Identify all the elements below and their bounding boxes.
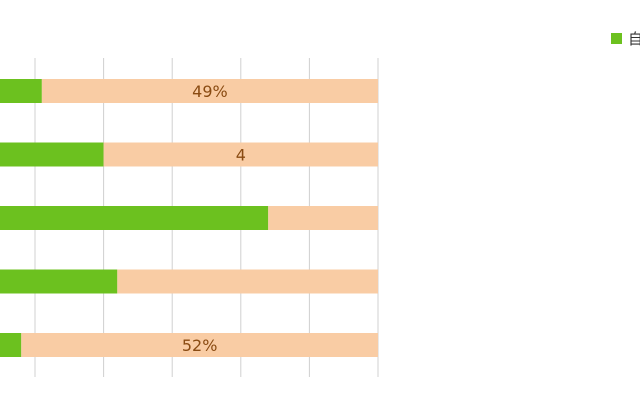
bars [0, 79, 379, 357]
legend-swatch [611, 33, 622, 44]
data-label: 4 [236, 146, 246, 165]
bar-segment-series-1 [0, 142, 104, 167]
data-labels: 51%49%60%484%62%48%52% [182, 82, 246, 355]
bar-segment-series-2 [117, 269, 378, 294]
bar-segment-series-1 [0, 206, 269, 230]
bar-segment-series-2 [268, 206, 378, 230]
legend: 自 [611, 30, 640, 48]
bar-segment-series-2 [41, 79, 379, 103]
bar-segment-series-1 [0, 269, 118, 294]
bar-segment-series-2 [21, 333, 379, 357]
bar-segment-series-2 [103, 142, 378, 167]
bar-segment-series-1 [0, 333, 22, 357]
data-label: 49% [192, 82, 228, 101]
data-label: 52% [182, 336, 218, 355]
legend-label: 自 [628, 30, 640, 48]
bar-segment-series-1 [0, 79, 42, 103]
